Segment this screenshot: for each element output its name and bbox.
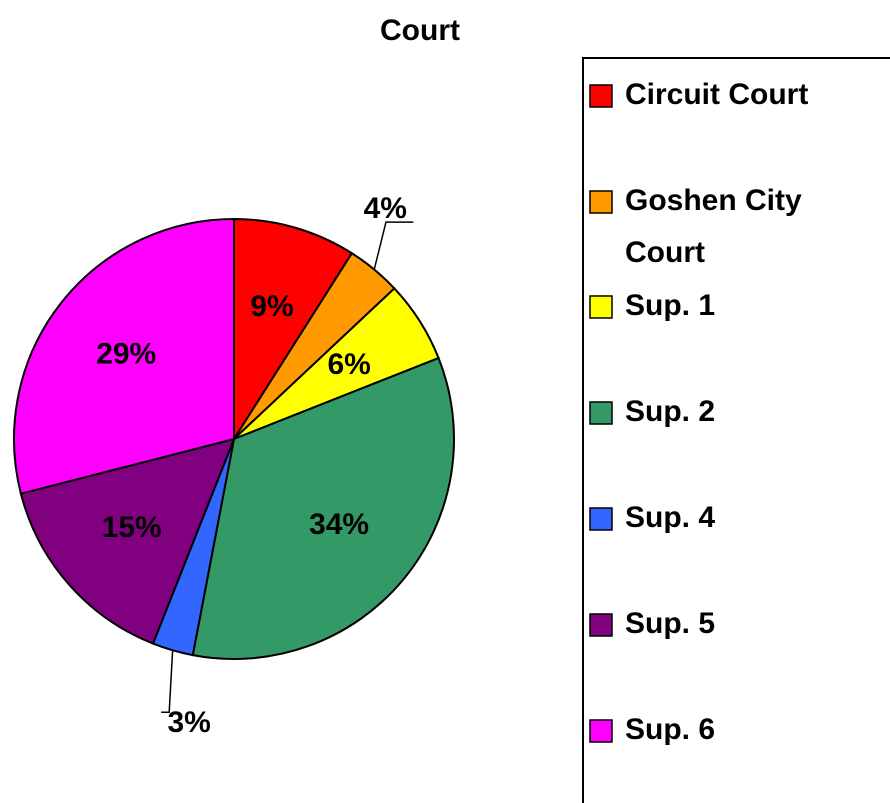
pie-slice (191, 356, 455, 660)
data-label: 15% (102, 511, 162, 544)
data-label: 9% (250, 290, 293, 323)
legend-swatch (589, 190, 613, 214)
legend-label: Sup. 4 (625, 501, 715, 534)
data-label: 3% (167, 706, 210, 739)
legend-label: Sup. 5 (625, 607, 715, 640)
legend-swatch (589, 295, 613, 319)
legend-box (582, 57, 890, 803)
legend-swatch (589, 401, 613, 425)
legend-label: Sup. 6 (625, 713, 715, 746)
pie-slice (233, 217, 354, 443)
leader-line (161, 650, 174, 713)
pie-slice (13, 217, 235, 495)
legend-swatch (589, 719, 613, 743)
legend-label: Circuit Court (625, 78, 808, 111)
data-label: 29% (96, 337, 156, 370)
data-label: 34% (309, 508, 369, 541)
legend-swatch (589, 84, 613, 108)
legend-swatch (589, 507, 613, 531)
legend-label: Sup. 2 (625, 395, 715, 428)
legend-swatch (589, 613, 613, 637)
chart-title: Court (380, 14, 460, 47)
data-label: 4% (364, 192, 407, 225)
legend-label: Goshen City Court (625, 184, 802, 269)
legend-label: Sup. 1 (625, 289, 715, 322)
pie-slice (19, 437, 236, 645)
leader-line (373, 221, 414, 270)
data-label: 6% (327, 348, 370, 381)
